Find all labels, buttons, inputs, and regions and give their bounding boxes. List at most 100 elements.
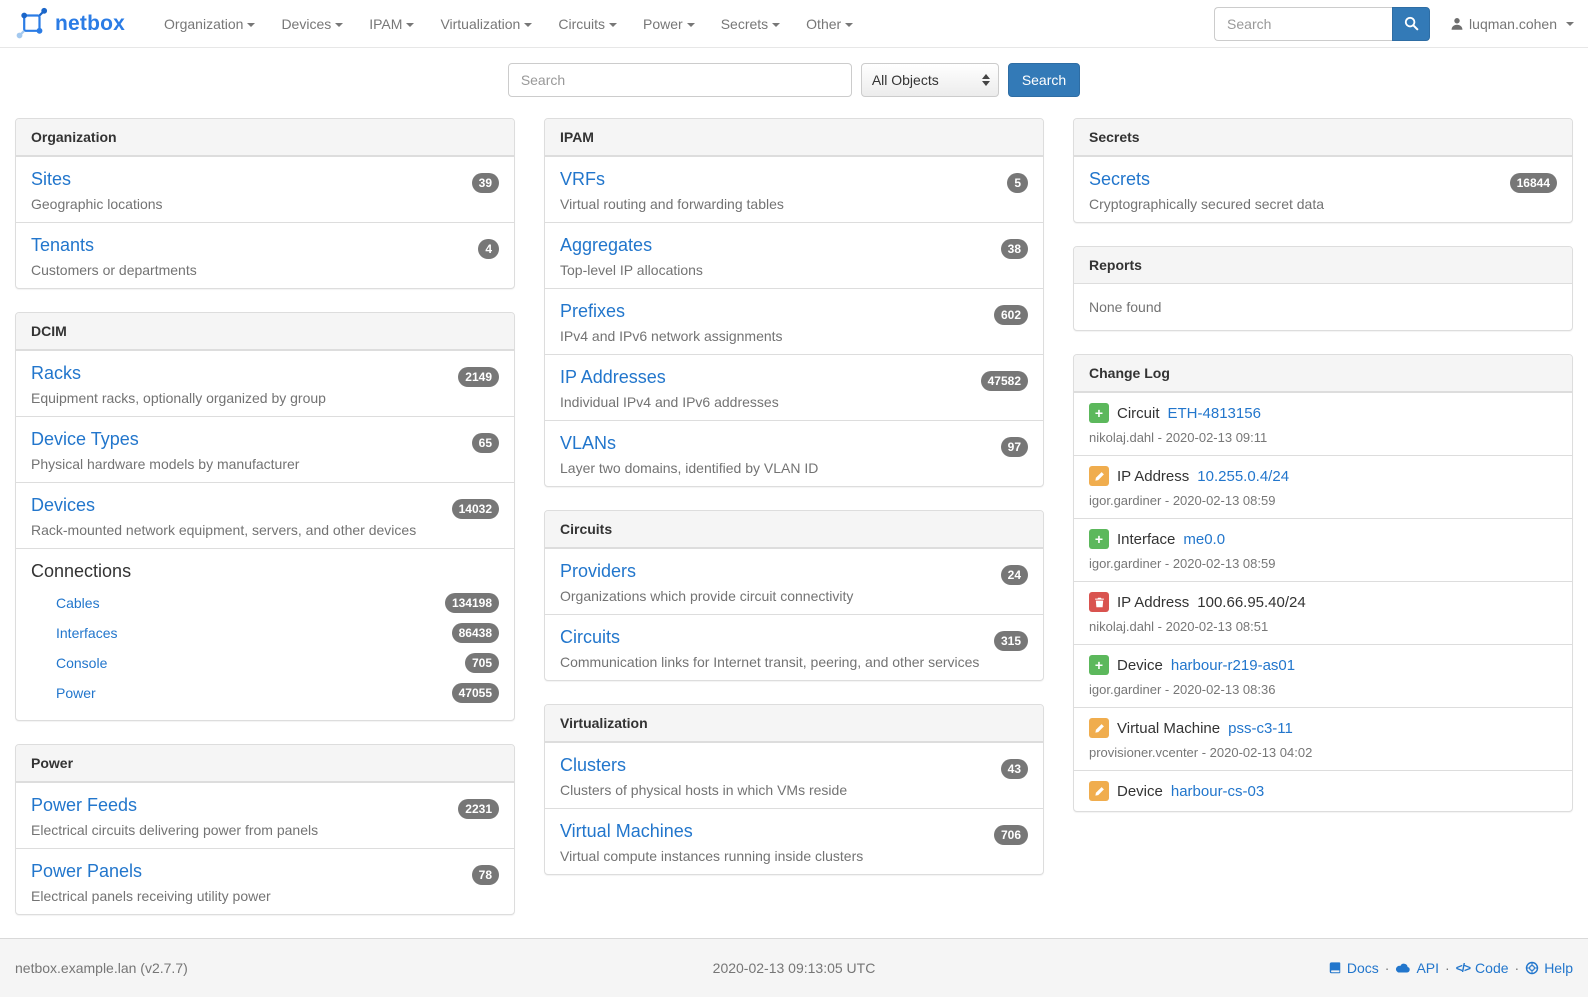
tenants-link[interactable]: Tenants	[31, 235, 95, 255]
circuits-link[interactable]: Circuits	[560, 627, 621, 647]
changelog-entry: + Circuit ETH-4813156 nikolaj.dahl - 202…	[1074, 392, 1572, 455]
aggregates-link[interactable]: Aggregates	[560, 235, 653, 255]
count-badge: 38	[1000, 239, 1028, 259]
list-item: VRFs Virtual routing and forwarding tabl…	[545, 156, 1043, 222]
global-search-input[interactable]	[507, 63, 852, 97]
menu-ipam[interactable]: IPAM	[356, 2, 427, 46]
list-item: Circuits Communication links for Interne…	[545, 614, 1043, 680]
changelog-entry: IP Address 10.255.0.4/24 igor.gardiner -…	[1074, 455, 1572, 518]
console-link[interactable]: Console	[56, 655, 108, 671]
vlans-link[interactable]: VLANs	[560, 433, 617, 453]
docs-link[interactable]: Docs	[1328, 960, 1379, 976]
list-item: Device Types Physical hardware models by…	[16, 416, 514, 482]
netbox-logo[interactable]: netbox	[14, 7, 125, 41]
list-item: Console 705	[31, 648, 499, 678]
power-feeds-link[interactable]: Power Feeds	[31, 795, 138, 815]
trash-icon	[1089, 592, 1109, 612]
power-link[interactable]: Power	[56, 685, 96, 701]
footer-hostname: netbox.example.lan (v2.7.7)	[15, 960, 188, 976]
changelog-entry: + Device harbour-r219-as01 igor.gardiner…	[1074, 644, 1572, 707]
devices-link[interactable]: Devices	[31, 495, 96, 515]
object-link[interactable]: me0.0	[1183, 530, 1226, 548]
list-item: Power Panels Electrical panels receiving…	[16, 848, 514, 914]
interfaces-link[interactable]: Interfaces	[56, 625, 118, 641]
panel-changelog: Change Log + Circuit ETH-4813156 nikolaj…	[1073, 354, 1573, 812]
changelog-meta: igor.gardiner - 2020-02-13 08:36	[1089, 682, 1276, 697]
list-item: Prefixes IPv4 and IPv6 network assignmen…	[545, 288, 1043, 354]
create-icon: +	[1089, 655, 1109, 675]
menu-power[interactable]: Power	[630, 2, 708, 46]
menu-devices[interactable]: Devices	[268, 2, 356, 46]
separator: ·	[1384, 960, 1390, 976]
menu-organization[interactable]: Organization	[151, 2, 268, 46]
connections-section: Connections Cables 134198 Interfaces 864…	[16, 548, 514, 720]
object-type: Circuit	[1117, 404, 1160, 422]
panel-title: Change Log	[1074, 355, 1572, 392]
object-link[interactable]: pss-c3-11	[1228, 719, 1293, 737]
list-item: Power Feeds Electrical circuits deliveri…	[16, 782, 514, 848]
list-item: Cables 134198	[31, 588, 499, 618]
item-description: Virtual routing and forwarding tables	[560, 196, 784, 212]
panel-title: Circuits	[545, 511, 1043, 548]
list-item: Tenants Customers or departments 4	[16, 222, 514, 288]
edit-icon	[1089, 718, 1109, 738]
count-badge: 2149	[458, 367, 499, 387]
item-description: Physical hardware models by manufacturer	[31, 456, 300, 472]
navbar-search-input[interactable]	[1214, 6, 1393, 41]
item-description: Virtual compute instances running inside…	[560, 848, 864, 864]
footer: netbox.example.lan (v2.7.7) 2020-02-13 0…	[0, 938, 1588, 997]
create-icon: +	[1089, 529, 1109, 549]
object-type: Device	[1117, 782, 1163, 800]
secrets-link[interactable]: Secrets	[1089, 169, 1151, 189]
navbar-search	[1214, 6, 1431, 41]
username: luqman.cohen	[1469, 15, 1557, 32]
object-link[interactable]: 10.255.0.4/24	[1197, 467, 1290, 485]
dashboard-content: Organization Sites Geographic locations …	[0, 118, 1588, 938]
device-types-link[interactable]: Device Types	[31, 429, 139, 449]
chevron-down-icon	[1566, 21, 1574, 26]
item-description: Top-level IP allocations	[560, 262, 703, 278]
menu-virtualization[interactable]: Virtualization	[427, 2, 545, 46]
changelog-meta: igor.gardiner - 2020-02-13 08:59	[1089, 493, 1276, 508]
panel-secrets: Secrets Secrets Cryptographically secure…	[1073, 118, 1573, 223]
vrfs-link[interactable]: VRFs	[560, 169, 605, 189]
main-menu: Organization Devices IPAM Virtualization…	[151, 2, 1214, 46]
object-link[interactable]: ETH-4813156	[1167, 404, 1261, 422]
menu-secrets[interactable]: Secrets	[708, 2, 793, 46]
item-description: Individual IPv4 and IPv6 addresses	[560, 394, 779, 410]
list-item: Secrets Cryptographically secured secret…	[1074, 156, 1572, 222]
search-scope-select[interactable]: All Objects	[860, 63, 999, 97]
count-badge: 134198	[444, 593, 499, 613]
object-link[interactable]: harbour-r219-as01	[1170, 656, 1296, 674]
navbar-search-button[interactable]	[1392, 6, 1431, 41]
menu-other[interactable]: Other	[793, 2, 866, 46]
life-ring-icon	[1525, 961, 1539, 975]
count-badge: 315	[993, 631, 1028, 651]
panel-title: Virtualization	[545, 705, 1043, 742]
object-link[interactable]: harbour-cs-03	[1170, 782, 1265, 800]
select-spinner-icon	[981, 74, 990, 86]
power-panels-link[interactable]: Power Panels	[31, 861, 143, 881]
panel-power: Power Power Feeds Electrical circuits de…	[15, 744, 515, 915]
code-link[interactable]: </> Code	[1455, 960, 1509, 976]
menu-circuits[interactable]: Circuits	[545, 2, 630, 46]
clusters-link[interactable]: Clusters	[560, 755, 627, 775]
cables-link[interactable]: Cables	[56, 595, 100, 611]
sites-link[interactable]: Sites	[31, 169, 72, 189]
object-name-deleted: 100.66.95.40/24	[1197, 593, 1306, 611]
item-description: Geographic locations	[31, 196, 163, 212]
panel-virtualization: Virtualization Clusters Clusters of phys…	[544, 704, 1044, 875]
count-badge: 47582	[980, 371, 1028, 391]
user-menu[interactable]: luqman.cohen	[1450, 16, 1574, 32]
racks-link[interactable]: Racks	[31, 363, 82, 383]
providers-link[interactable]: Providers	[560, 561, 637, 581]
prefixes-link[interactable]: Prefixes	[560, 301, 626, 321]
ip-addresses-link[interactable]: IP Addresses	[560, 367, 666, 387]
count-badge: 39	[471, 173, 499, 193]
list-item: VLANs Layer two domains, identified by V…	[545, 420, 1043, 486]
help-link[interactable]: Help	[1525, 960, 1573, 976]
api-link[interactable]: API	[1395, 960, 1439, 976]
virtual-machines-link[interactable]: Virtual Machines	[560, 821, 693, 841]
global-search-button[interactable]: Search	[1007, 63, 1081, 97]
create-icon: +	[1089, 403, 1109, 423]
